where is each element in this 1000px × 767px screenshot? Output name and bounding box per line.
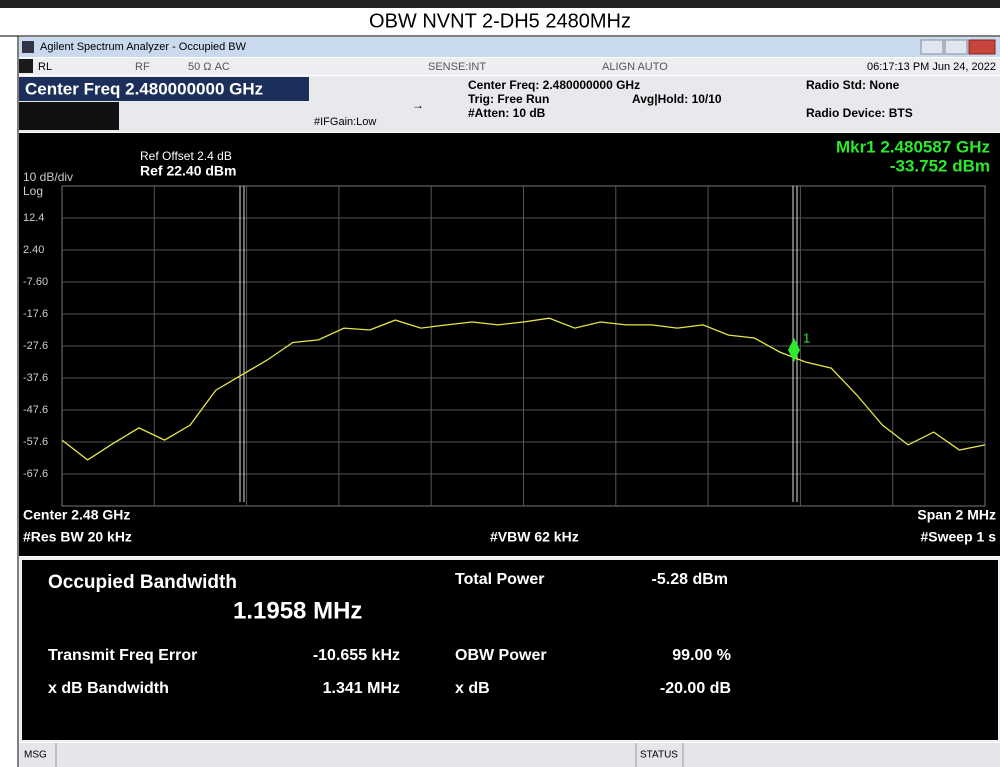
result-value: -10.655 kHz xyxy=(313,647,400,664)
maximize[interactable] xyxy=(944,39,968,55)
lxi-icon xyxy=(19,59,33,73)
scale-type: Log xyxy=(23,184,43,198)
sweep: #Sweep 1 s xyxy=(921,529,997,545)
result-label: x dB xyxy=(455,680,490,697)
y-tick-label: -7.60 xyxy=(23,276,48,288)
result-value: -5.28 dBm xyxy=(652,571,728,588)
info: Avg|Hold: 10/10 xyxy=(632,92,722,106)
result-label: Transmit Freq Error xyxy=(48,647,197,664)
result-label: OBW Power xyxy=(455,647,547,664)
info: Radio Device: BTS xyxy=(806,106,913,120)
results-title: Occupied Bandwidth xyxy=(48,572,237,593)
info: #IFGain:Low xyxy=(314,116,376,128)
ref-offset: Ref Offset 2.4 dB xyxy=(140,149,232,163)
y-tick-label: -17.6 xyxy=(23,308,48,320)
status: RL xyxy=(38,61,52,73)
scale: 10 dB/div xyxy=(23,170,73,184)
center-freq: Center Freq 2.480000000 GHz xyxy=(25,79,263,98)
trace xyxy=(61,317,986,461)
marker xyxy=(788,338,800,362)
center-freq-box xyxy=(19,77,309,101)
marker-id: 1 xyxy=(803,330,810,345)
status: 06:17:13 PM Jun 24, 2022 xyxy=(867,61,996,73)
result-label: x dB Bandwidth xyxy=(48,680,169,697)
y-tick-label: -37.6 xyxy=(23,372,48,384)
y-tick-label: 12.4 xyxy=(23,212,44,224)
close[interactable] xyxy=(968,39,996,55)
results-panel xyxy=(22,560,998,740)
info: Trig: Free Run xyxy=(468,92,549,106)
ref-level: Ref 22.40 dBm xyxy=(140,163,236,179)
marker-freq: Mkr1 2.480587 GHz xyxy=(836,137,990,156)
minimize[interactable] xyxy=(920,39,944,55)
obw-value: 1.1958 MHz xyxy=(233,597,362,624)
status-label: STATUS xyxy=(640,750,678,761)
status: SENSE:INT xyxy=(428,61,486,73)
info: #Atten: 10 dB xyxy=(468,106,546,120)
info: Center Freq: 2.480000000 GHz xyxy=(468,78,640,92)
center: Center 2.48 GHz xyxy=(23,507,130,523)
y-tick-label: -57.6 xyxy=(23,436,48,448)
blank-box xyxy=(19,102,119,130)
status: RF xyxy=(135,61,150,73)
page-title: OBW NVNT 2-DH5 2480MHz xyxy=(369,10,631,32)
y-tick-label: -47.6 xyxy=(23,404,48,416)
arrow-icon: → xyxy=(412,98,424,112)
msg: MSG xyxy=(24,750,47,761)
plot-panel xyxy=(19,133,1000,556)
y-tick-label: 2.40 xyxy=(23,244,44,256)
result-value: 99.00 % xyxy=(672,647,731,664)
vbw: #VBW 62 kHz xyxy=(490,529,579,545)
app-icon xyxy=(22,41,34,53)
result-value: 1.341 MHz xyxy=(323,680,400,697)
y-tick-label: -67.6 xyxy=(23,468,48,480)
top-strip xyxy=(0,0,1000,8)
marker-level: -33.752 dBm xyxy=(890,156,990,175)
status-row xyxy=(19,58,1000,75)
res-bw: #Res BW 20 kHz xyxy=(23,529,132,545)
status: ALIGN AUTO xyxy=(602,61,668,73)
title-bar xyxy=(19,37,1000,57)
span: Span 2 MHz xyxy=(917,507,996,523)
window-title: Agilent Spectrum Analyzer - Occupied BW xyxy=(40,41,247,53)
info: Radio Std: None xyxy=(806,78,900,92)
status-bar xyxy=(19,743,1000,767)
y-tick-label: -27.6 xyxy=(23,340,48,352)
status: 50 Ω AC xyxy=(188,61,230,73)
result-label: Total Power xyxy=(455,571,545,588)
result-value: -20.00 dB xyxy=(660,680,731,697)
